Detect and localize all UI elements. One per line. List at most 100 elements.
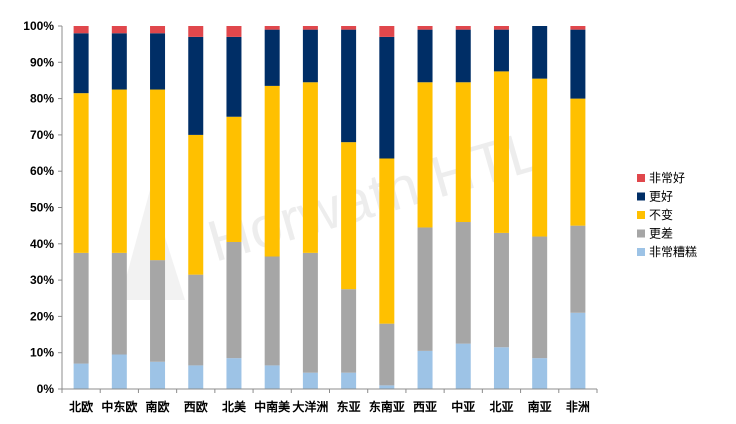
bar-segment-0-0 bbox=[73, 363, 89, 389]
x-category-label: 西欧 bbox=[184, 399, 208, 414]
bar-segment-7-4 bbox=[341, 26, 357, 30]
y-tick-label: 100% bbox=[23, 19, 54, 33]
bar-segment-11-0 bbox=[493, 347, 509, 389]
y-tick-label: 40% bbox=[30, 237, 54, 251]
bar-segment-1-1 bbox=[111, 252, 127, 355]
bar-segment-4-3 bbox=[226, 36, 242, 117]
bar-segment-3-1 bbox=[188, 274, 204, 366]
bar-segment-1-3 bbox=[111, 33, 127, 90]
bar-segment-13-0 bbox=[570, 312, 586, 389]
bar-segment-8-3 bbox=[379, 36, 395, 159]
x-category-label: 北美 bbox=[222, 399, 247, 414]
bar-segment-10-4 bbox=[455, 26, 471, 30]
bar-segment-8-4 bbox=[379, 26, 395, 37]
bar-segment-12-0 bbox=[532, 358, 548, 389]
x-category-label: 东亚 bbox=[337, 399, 361, 414]
bar-segment-10-2 bbox=[455, 82, 471, 223]
axes-layer: 0% 10% 20% 30% 40% 50% 60% 70% 80% 90% 100% 北欧 中东欧 南欧… bbox=[23, 19, 598, 414]
legend-swatch bbox=[637, 174, 645, 182]
bar-segment-5-0 bbox=[264, 365, 280, 389]
bar-segment-6-4 bbox=[302, 26, 318, 30]
bar-segment-9-2 bbox=[417, 82, 433, 228]
bar-segment-12-3 bbox=[532, 26, 548, 79]
bar-segment-12-1 bbox=[532, 236, 548, 359]
bar-segment-3-0 bbox=[188, 365, 204, 389]
y-tick-label: 50% bbox=[30, 201, 54, 215]
bar-segment-2-3 bbox=[150, 33, 166, 90]
bar-segment-2-2 bbox=[150, 89, 166, 261]
y-tick-label: 60% bbox=[30, 164, 54, 178]
bar-segment-13-2 bbox=[570, 98, 586, 226]
bar-segment-9-3 bbox=[417, 29, 433, 83]
bar-segment-12-2 bbox=[532, 78, 548, 237]
bar-segment-0-2 bbox=[73, 93, 89, 253]
legend-swatch bbox=[637, 211, 645, 219]
bar-segment-3-3 bbox=[188, 36, 204, 135]
bar-segment-5-2 bbox=[264, 85, 280, 257]
bar-segment-10-3 bbox=[455, 29, 471, 83]
y-tick-label: 0% bbox=[37, 382, 55, 396]
bar-segment-6-1 bbox=[302, 252, 318, 373]
bar-segment-3-4 bbox=[188, 26, 204, 37]
x-category-label: 南亚 bbox=[528, 399, 552, 414]
x-category-label: 中东欧 bbox=[101, 399, 137, 414]
x-category-label: 北亚 bbox=[489, 399, 513, 414]
y-tick-label: 20% bbox=[30, 309, 54, 323]
legend-swatch bbox=[637, 248, 645, 256]
bar-segment-7-1 bbox=[341, 289, 357, 373]
x-category-label: 中亚 bbox=[451, 399, 475, 414]
bar-segment-11-2 bbox=[493, 71, 509, 233]
bar-segment-7-3 bbox=[341, 29, 357, 143]
bar-segment-11-4 bbox=[493, 26, 509, 30]
bar-segment-0-3 bbox=[73, 33, 89, 94]
x-category-label: 东南亚 bbox=[369, 399, 405, 414]
bar-segment-6-3 bbox=[302, 29, 318, 83]
legend-label: 非常好 bbox=[649, 171, 685, 185]
x-category-label: 南欧 bbox=[146, 399, 170, 414]
bar-segment-4-0 bbox=[226, 358, 242, 389]
y-tick-label: 90% bbox=[30, 55, 54, 69]
bar-segment-2-0 bbox=[150, 361, 166, 389]
bar-segment-13-1 bbox=[570, 225, 586, 313]
legend-label: 不变 bbox=[649, 207, 673, 222]
legend-label: 非常糟糕 bbox=[649, 244, 697, 259]
bars-layer bbox=[73, 26, 586, 390]
bar-segment-9-0 bbox=[417, 350, 433, 389]
bar-segment-8-1 bbox=[379, 323, 395, 386]
bar-segment-4-4 bbox=[226, 26, 242, 37]
bar-segment-3-2 bbox=[188, 134, 204, 275]
bar-segment-11-1 bbox=[493, 232, 509, 348]
bar-segment-7-2 bbox=[341, 142, 357, 290]
bar-segment-5-4 bbox=[264, 26, 280, 30]
y-tick-label: 10% bbox=[30, 346, 54, 360]
y-tick-label: 70% bbox=[30, 128, 54, 142]
bar-segment-6-2 bbox=[302, 82, 318, 253]
bar-segment-4-1 bbox=[226, 241, 242, 359]
bar-segment-2-4 bbox=[150, 26, 166, 34]
y-tick-label: 30% bbox=[30, 273, 54, 287]
legend-swatch bbox=[637, 229, 645, 238]
bar-segment-4-2 bbox=[226, 116, 242, 242]
bar-segment-13-3 bbox=[570, 29, 586, 99]
x-category-label: 非洲 bbox=[566, 399, 590, 414]
x-category-label: 西亚 bbox=[413, 400, 437, 414]
x-category-label: 北欧 bbox=[69, 399, 93, 414]
bar-segment-8-2 bbox=[379, 158, 395, 324]
bar-segment-5-1 bbox=[264, 256, 280, 366]
bar-segment-9-4 bbox=[417, 26, 433, 30]
bar-segment-9-1 bbox=[417, 227, 433, 351]
bar-segment-10-0 bbox=[455, 343, 471, 390]
bar-segment-1-2 bbox=[111, 89, 127, 253]
legend-swatch bbox=[637, 192, 645, 201]
bar-segment-1-4 bbox=[111, 26, 127, 34]
bar-segment-5-3 bbox=[264, 29, 280, 86]
y-tick-label: 80% bbox=[30, 92, 54, 106]
bar-segment-10-1 bbox=[455, 222, 471, 344]
bar-segment-6-0 bbox=[302, 372, 318, 389]
bar-segment-8-0 bbox=[379, 385, 395, 389]
legend-label: 更差 bbox=[649, 227, 673, 241]
bar-segment-7-0 bbox=[341, 372, 357, 389]
